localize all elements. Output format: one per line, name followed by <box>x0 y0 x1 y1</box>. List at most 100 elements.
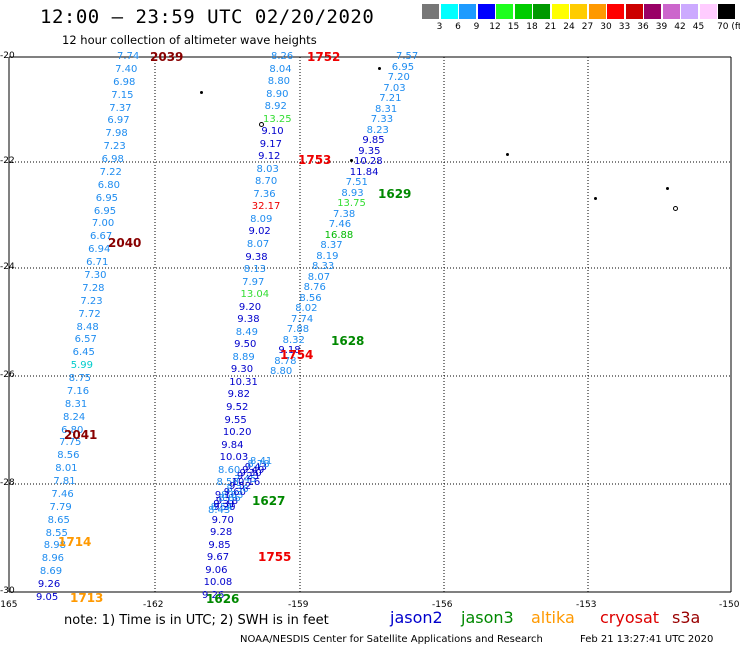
pass-number-label: 2041 <box>64 428 98 442</box>
swh-value-track-c: 7.20 <box>387 72 410 83</box>
pass-number-label: 1626 <box>206 592 240 606</box>
swh-value-track-b: 9.17 <box>259 138 283 150</box>
swh-value-track-c: 7.74 <box>291 313 314 325</box>
island-marker <box>594 197 597 200</box>
swh-value-track-c: 10.28 <box>354 156 383 167</box>
swh-value-track-b-secondary: 8.78 <box>247 459 270 471</box>
swh-value-track-b: 8.07 <box>246 239 270 251</box>
legend-label: 3 <box>436 22 443 32</box>
swh-value-track-b: 9.38 <box>237 314 260 326</box>
pass-number-label: 1627 <box>252 494 286 508</box>
legend-label: 33 <box>618 22 631 32</box>
swh-value-track-a: 7.30 <box>84 269 107 281</box>
legend-label: 21 <box>544 22 557 32</box>
swh-value-track-a: 8.55 <box>45 527 68 539</box>
swh-value-track-b-secondary: 9.23 <box>236 471 260 483</box>
island-marker <box>350 159 353 162</box>
swh-value-track-c: 8.02 <box>295 303 318 314</box>
swh-value-track-a: 8.01 <box>55 463 78 475</box>
satellite-cryosat: cryosat <box>600 608 660 627</box>
legend-swatch <box>496 4 513 19</box>
swh-value-track-b-secondary: 9.18 <box>215 495 239 507</box>
longitude-label: -165 <box>0 600 18 610</box>
swh-value-track-a: 8.98 <box>43 540 66 552</box>
swh-value-track-a: 7.23 <box>80 295 103 307</box>
latitude-label: -26 <box>0 370 15 380</box>
swh-value-track-c: 11.84 <box>349 166 379 178</box>
swh-value-track-c: 8.07 <box>307 271 331 283</box>
swh-value-track-c: 9.18 <box>278 345 301 356</box>
swh-value-track-b: 8.26 <box>271 51 294 62</box>
pass-number-label: 2040 <box>108 236 142 250</box>
legend-swatch <box>514 4 532 19</box>
swh-value-track-a: 7.81 <box>53 476 76 488</box>
swh-value-track-a: 6.71 <box>86 257 109 269</box>
longitude-label: -150 <box>719 600 740 610</box>
swh-value-track-c: 8.78 <box>274 355 297 367</box>
swh-value-track-c: 6.95 <box>391 61 415 73</box>
swh-value-track-b: 10.20 <box>222 427 252 439</box>
swh-value-track-b: 9.02 <box>248 226 271 238</box>
swh-value-track-a: 8.75 <box>68 373 92 385</box>
swh-value-track-c: 8.33 <box>312 261 335 272</box>
legend-swatch <box>533 4 550 19</box>
swh-value-track-b: 9.67 <box>206 552 230 564</box>
swh-value-track-a: 7.22 <box>99 166 122 178</box>
swh-value-track-b: 9.20 <box>213 502 236 514</box>
swh-value-track-c: 8.56 <box>299 292 322 304</box>
swh-value-track-b: 9.10 <box>261 126 284 138</box>
legend-swatch <box>422 4 439 19</box>
longitude-label: -153 <box>576 600 597 610</box>
chart-subtitle: 12 hour collection of altimeter wave hei… <box>62 33 317 47</box>
swh-value-track-a: 7.28 <box>82 282 105 294</box>
swh-value-track-b-secondary: 9.31 <box>213 498 236 510</box>
swh-value-track-c: 8.31 <box>375 103 398 115</box>
swh-value-track-b: 9.28 <box>210 527 233 539</box>
swh-value-track-b: 8.13 <box>243 264 266 276</box>
legend-label: 70 (ft) <box>717 22 740 32</box>
swh-value-track-b: 8.92 <box>264 101 287 113</box>
legend-swatch <box>625 4 643 19</box>
pass-number-label: 2039 <box>150 50 184 64</box>
swh-value-track-b-secondary: 9.52 <box>229 480 252 492</box>
swh-value-track-b: 8.49 <box>235 326 258 338</box>
legend-label: 45 <box>692 22 705 32</box>
swh-value-track-b: 10.03 <box>219 452 249 464</box>
swh-value-track-b: 8.04 <box>269 63 292 75</box>
satellite-altika: altika <box>531 608 575 627</box>
latitude-label: -20 <box>0 51 15 61</box>
swh-value-track-a: 6.67 <box>90 231 113 243</box>
pass-number-label: 1754 <box>280 348 314 362</box>
swh-value-track-b: 8.90 <box>266 88 289 100</box>
satellite-jason3: jason3 <box>461 608 514 627</box>
pass-number-label: 1755 <box>258 550 292 564</box>
swh-value-track-b: 8.80 <box>267 76 291 88</box>
legend-label: 18 <box>526 22 538 32</box>
swh-value-track-b-secondary: 8.86 <box>218 492 241 504</box>
legend-label: 24 <box>563 22 575 32</box>
swh-value-track-b: 9.85 <box>208 539 231 551</box>
swh-value-track-a: 8.69 <box>39 566 63 578</box>
pass-number-label: 1753 <box>298 153 332 167</box>
swh-value-track-b: 9.30 <box>230 364 254 376</box>
swh-value-track-c: 9.35 <box>358 145 381 157</box>
swh-value-track-a: 9.26 <box>37 579 61 591</box>
latitude-label: -22 <box>0 156 15 166</box>
legend-swatch <box>551 4 569 19</box>
swh-value-track-c: 8.76 <box>303 282 326 293</box>
island-marker <box>200 91 203 94</box>
pass-number-label: 1714 <box>58 535 92 549</box>
swh-value-track-b: 7.97 <box>242 276 265 288</box>
swh-value-track-c: 7.21 <box>379 93 402 104</box>
swh-value-track-b: 8.56 <box>216 477 239 489</box>
swh-value-track-b: 9.26 <box>202 590 225 601</box>
swh-value-track-b-secondary: 8.54 <box>210 501 233 513</box>
legend-swatch <box>607 4 624 19</box>
swh-value-track-b: 7.36 <box>253 188 276 200</box>
swh-value-track-c: 8.32 <box>282 334 305 346</box>
swh-value-track-a: 7.72 <box>78 308 101 320</box>
swh-value-track-a: 7.23 <box>103 141 126 153</box>
swh-value-track-b: 9.38 <box>245 251 268 263</box>
swh-value-track-b: 9.82 <box>227 389 250 401</box>
